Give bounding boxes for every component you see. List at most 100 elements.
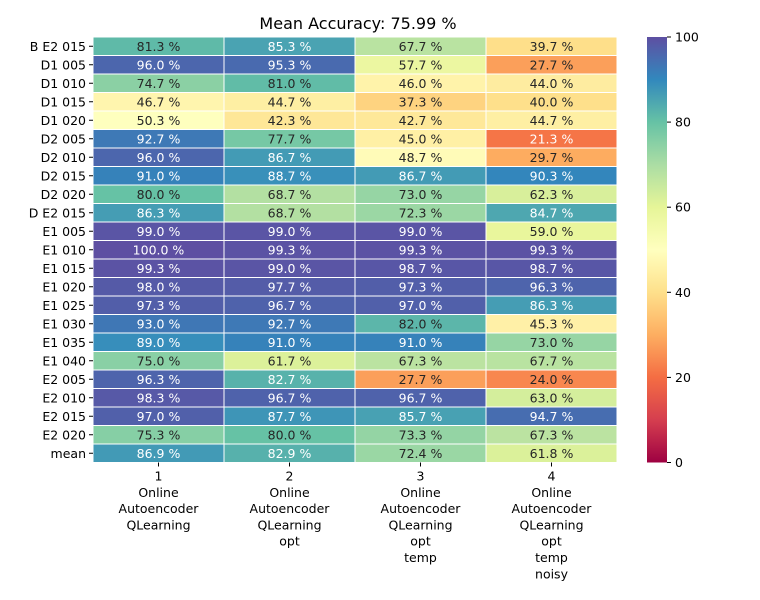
colorbar-tick-label: 100 — [675, 30, 699, 45]
cell-value-label: 68.7 % — [268, 205, 312, 220]
column-label-line: 1 — [155, 469, 163, 484]
cell-value-label: 92.7 % — [137, 131, 181, 146]
row-label: D1 005 — [41, 57, 86, 72]
cell-value-label: 61.8 % — [530, 446, 574, 461]
heatmap-cells: 81.3 % 85.3 % 67.7 % 39.7 % 96.0 % 95.3 % 57.7… — [92, 36, 618, 463]
cell-value-label: 98.3 % — [137, 390, 181, 405]
row-label: B E2 015 — [30, 39, 86, 54]
cell-value-label: 81.3 % — [137, 39, 181, 54]
cell-value-label: 89.0 % — [137, 335, 181, 350]
cell-value-label: 80.0 % — [268, 427, 312, 442]
chart-title: Mean Accuracy: 75.99 % — [259, 14, 456, 33]
column-label-line: QLearning — [388, 517, 452, 532]
row-label: D1 020 — [41, 113, 86, 128]
cell-value-label: 91.0 % — [399, 335, 443, 350]
row-label: D2 015 — [41, 168, 86, 183]
cell-value-label: 96.7 % — [268, 390, 312, 405]
row-label: E1 015 — [42, 261, 86, 276]
cell-value-label: 27.7 % — [399, 372, 443, 387]
column-label-line: 3 — [417, 469, 425, 484]
row-label: E1 030 — [42, 316, 86, 331]
cell-value-label: 75.0 % — [137, 353, 181, 368]
row-label: mean — [51, 446, 86, 461]
cell-value-label: 42.7 % — [399, 113, 443, 128]
row-label: E2 015 — [42, 409, 86, 424]
column-label-line: Autoencoder — [250, 501, 331, 516]
cell-value-label: 57.7 % — [399, 57, 443, 72]
column-label-line: Online — [531, 485, 572, 500]
cell-value-label: 86.3 % — [530, 298, 574, 313]
row-label: E1 005 — [42, 224, 86, 239]
cell-value-label: 90.3 % — [530, 168, 574, 183]
cell-value-label: 44.7 % — [530, 113, 574, 128]
colorbar: 0 20 40 60 80 100 — [647, 30, 699, 470]
cell-value-label: 72.4 % — [399, 446, 443, 461]
cell-value-label: 63.0 % — [530, 390, 574, 405]
cell-value-label: 86.9 % — [137, 446, 181, 461]
cell-value-label: 92.7 % — [268, 316, 312, 331]
column-label-line: opt — [410, 534, 431, 549]
row-label: E1 020 — [42, 279, 86, 294]
cell-value-label: 37.3 % — [399, 94, 443, 109]
cell-value-label: 96.0 % — [137, 57, 181, 72]
cell-value-label: 80.0 % — [137, 187, 181, 202]
colorbar-tick-label: 0 — [675, 455, 683, 470]
cell-value-label: 97.3 % — [399, 279, 443, 294]
row-label: D1 015 — [41, 94, 86, 109]
cell-value-label: 50.3 % — [137, 113, 181, 128]
column-label-line: Autoencoder — [512, 501, 593, 516]
cell-value-label: 74.7 % — [137, 76, 181, 91]
cell-value-label: 68.7 % — [268, 187, 312, 202]
cell-value-label: 44.0 % — [530, 76, 574, 91]
colorbar-gradient — [647, 37, 667, 463]
cell-value-label: 94.7 % — [530, 409, 574, 424]
cell-value-label: 73.0 % — [530, 335, 574, 350]
cell-value-label: 62.3 % — [530, 187, 574, 202]
cell-value-label: 72.3 % — [399, 205, 443, 220]
row-label: E1 025 — [42, 298, 86, 313]
colorbar-tick-label: 60 — [675, 200, 691, 215]
row-label: E1 035 — [42, 335, 86, 350]
column-label-line: Online — [138, 485, 179, 500]
row-label: D1 010 — [41, 76, 86, 91]
row-label: E2 010 — [42, 390, 86, 405]
cell-value-label: 99.0 % — [268, 224, 312, 239]
cell-value-label: 91.0 % — [268, 335, 312, 350]
cell-value-label: 99.3 % — [399, 242, 443, 257]
cell-value-label: 85.3 % — [268, 39, 312, 54]
row-label: E2 020 — [42, 427, 86, 442]
column-label-line: Online — [269, 485, 310, 500]
cell-value-label: 96.3 % — [530, 279, 574, 294]
row-label: E1 040 — [42, 353, 86, 368]
cell-value-label: 99.0 % — [399, 224, 443, 239]
cell-value-label: 67.3 % — [530, 427, 574, 442]
cell-value-label: 97.0 % — [399, 298, 443, 313]
cell-value-label: 44.7 % — [268, 94, 312, 109]
row-label: D2 020 — [41, 187, 86, 202]
cell-value-label: 24.0 % — [530, 372, 574, 387]
cell-value-label: 59.0 % — [530, 224, 574, 239]
column-label-line: QLearning — [257, 517, 321, 532]
cell-value-label: 42.3 % — [268, 113, 312, 128]
cell-value-label: 61.7 % — [268, 353, 312, 368]
cell-value-label: 86.7 % — [268, 150, 312, 165]
row-label: D E2 015 — [29, 205, 86, 220]
cell-value-label: 85.7 % — [399, 409, 443, 424]
colorbar-tick-label: 20 — [675, 370, 691, 385]
cell-value-label: 21.3 % — [530, 131, 574, 146]
cell-value-label: 86.7 % — [399, 168, 443, 183]
column-label-line: opt — [279, 534, 300, 549]
row-labels: B E2 015 D1 005 D1 010 D1 015 D1 020 D2 005 D2… — [29, 39, 93, 461]
cell-value-label: 45.3 % — [530, 316, 574, 331]
cell-value-label: 67.7 % — [399, 39, 443, 54]
cell-value-label: 73.3 % — [399, 427, 443, 442]
cell-value-label: 91.0 % — [137, 168, 181, 183]
column-label-line: temp — [404, 550, 437, 565]
cell-value-label: 96.7 % — [268, 298, 312, 313]
cell-value-label: 98.0 % — [137, 279, 181, 294]
column-label-line: 4 — [548, 469, 556, 484]
cell-value-label: 73.0 % — [399, 187, 443, 202]
cell-value-label: 100.0 % — [133, 242, 185, 257]
cell-value-label: 67.7 % — [530, 353, 574, 368]
